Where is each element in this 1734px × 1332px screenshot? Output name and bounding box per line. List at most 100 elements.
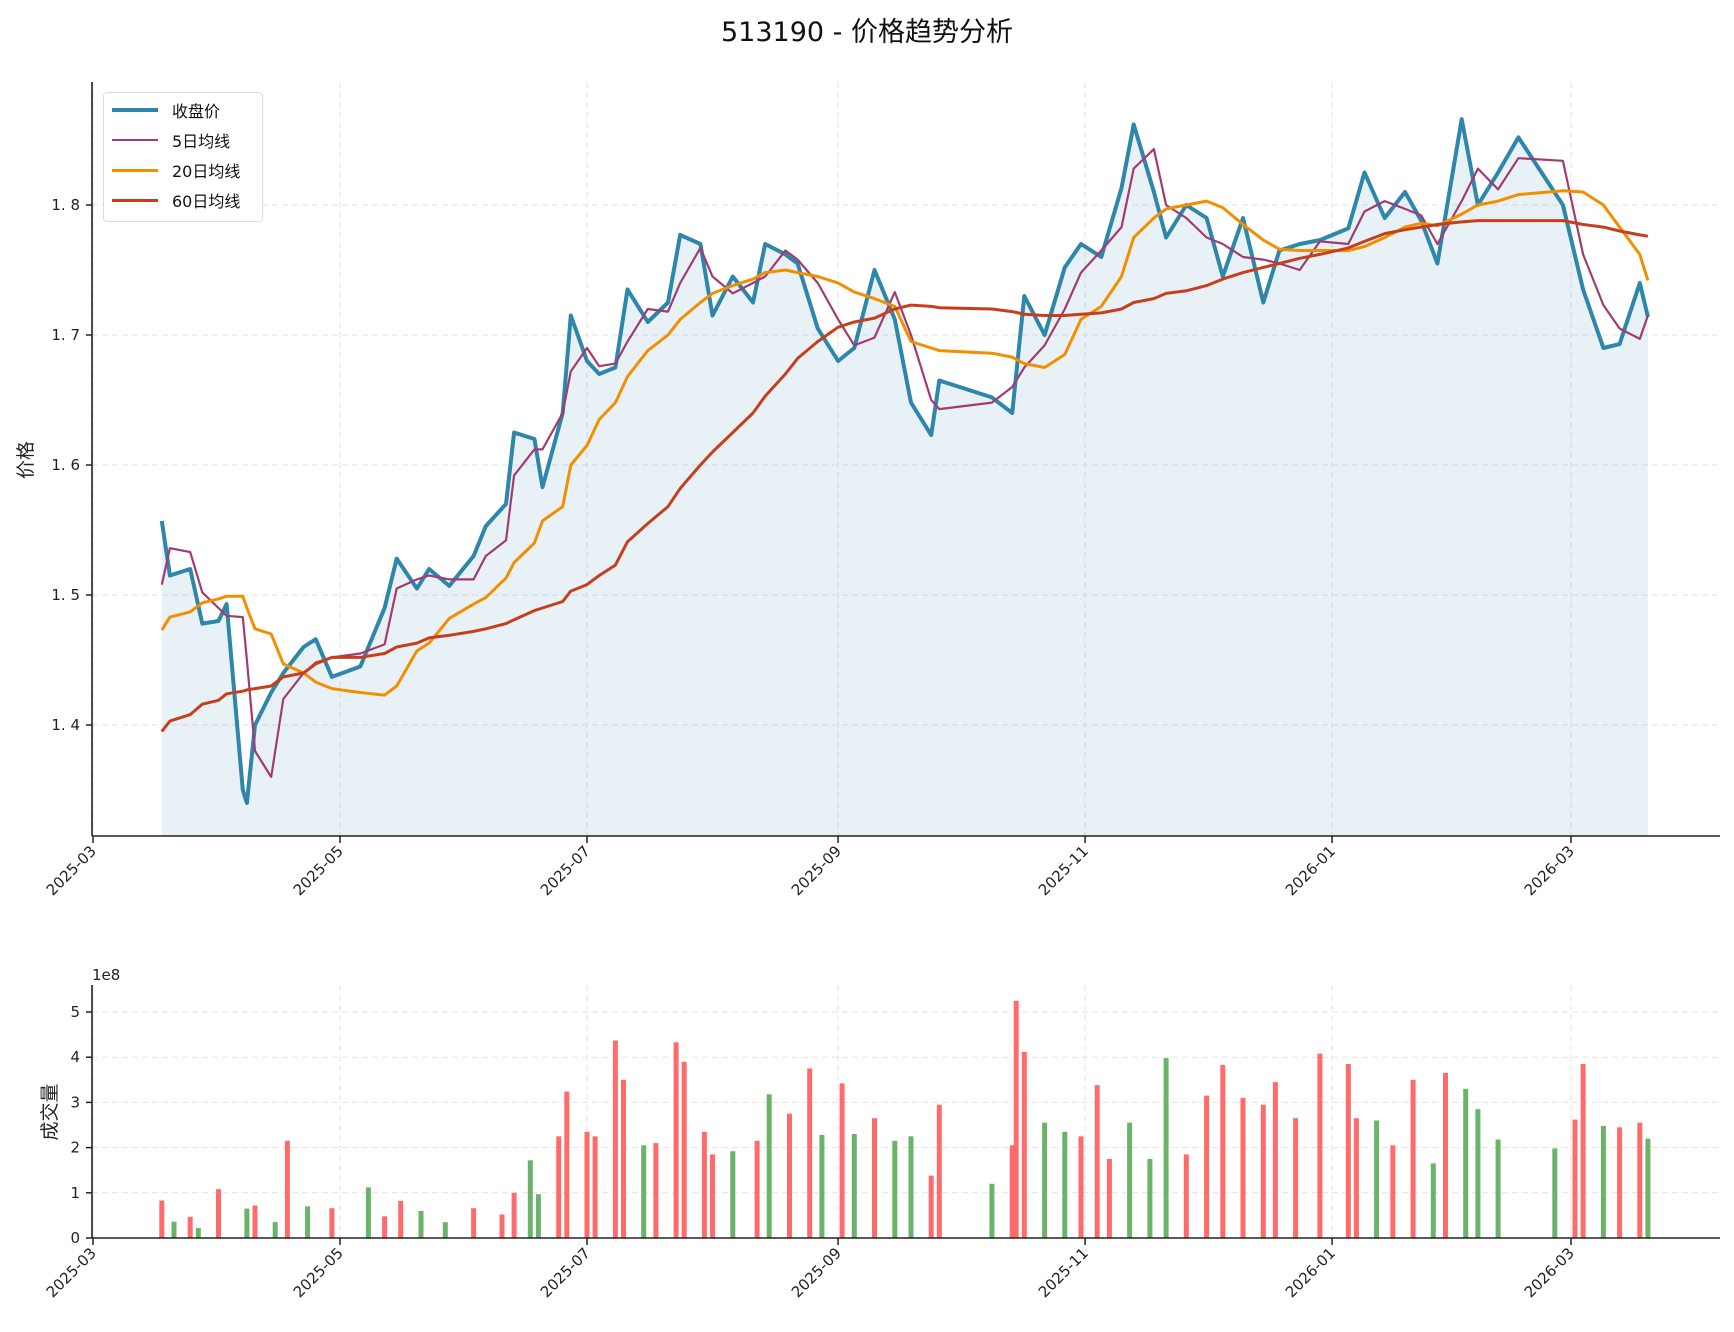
volume-bar [1042, 1122, 1048, 1238]
legend-item-ma20: 20日均线 [112, 157, 240, 183]
price-area-fill [161, 119, 1648, 836]
volume-bar [1353, 1118, 1359, 1238]
volume-bar [787, 1113, 792, 1238]
volume-bar [159, 1200, 165, 1238]
legend-swatch-ma60 [112, 198, 158, 202]
legend-label-ma20: 20日均线 [172, 162, 241, 181]
volume-x-tick-label: 2026-03 [1521, 1244, 1578, 1301]
legend-label-close: 收盘价 [172, 102, 221, 121]
volume-bar [1572, 1119, 1578, 1238]
volume-bar [908, 1136, 914, 1238]
volume-bar [1475, 1109, 1481, 1238]
legend-swatch-close [112, 108, 158, 112]
volume-bar [1094, 1085, 1100, 1238]
volume-bar [892, 1140, 898, 1238]
volume-x-ticks: 2025-03 2025-05 2025-07 2025-09 2025-11 2026-… [43, 1238, 1578, 1301]
volume-bar [936, 1104, 942, 1238]
volume-bar [1220, 1064, 1226, 1238]
volume-bar [1204, 1095, 1210, 1238]
legend-label-ma60: 60日均线 [172, 192, 241, 211]
volume-bar [535, 1194, 541, 1238]
price-y-tick-label: 1. 5 [51, 586, 80, 604]
volume-bar [187, 1216, 193, 1238]
volume-bar [1552, 1148, 1558, 1238]
price-x-ticks: 2025-03 2025-05 2025-07 2025-09 2025-11 2026-… [43, 836, 1578, 899]
ma20-line [160, 189, 1650, 697]
volume-bar [621, 1079, 626, 1238]
volume-bar [1463, 1088, 1469, 1238]
legend-swatch-ma20 [112, 168, 158, 172]
volume-bar [766, 1094, 772, 1238]
volume-bar [1345, 1064, 1351, 1238]
volume-x-tick-label: 2025-05 [290, 1244, 347, 1301]
volume-y-tick-label: 1 [70, 1184, 80, 1202]
volume-bar [564, 1091, 570, 1238]
legend-item-ma5: 5日均线 [112, 127, 230, 153]
volume-bar [612, 1040, 618, 1238]
volume-bar [1374, 1120, 1380, 1238]
volume-bar [1430, 1163, 1436, 1238]
volume-bar [928, 1175, 934, 1238]
volume-bar [527, 1160, 533, 1238]
volume-grid [92, 985, 1720, 1238]
volume-bar [1009, 1145, 1015, 1238]
volume-bar [398, 1200, 404, 1238]
volume-bar [305, 1206, 311, 1238]
volume-bar [1272, 1082, 1278, 1238]
price-y-tick-label: 1. 7 [51, 326, 80, 344]
volume-bars [159, 1000, 1651, 1238]
volume-bar [807, 1068, 813, 1238]
volume-bar [1078, 1136, 1084, 1238]
price-x-tick-label: 2025-09 [788, 842, 845, 899]
volume-bar [1600, 1125, 1606, 1238]
volume-bar [819, 1134, 825, 1238]
volume-bar [329, 1208, 335, 1238]
volume-y-ticks: 0 1 2 3 4 5 [70, 1003, 92, 1247]
volume-bar [584, 1131, 590, 1238]
volume-bar [365, 1187, 371, 1238]
volume-bar [1645, 1138, 1651, 1238]
volume-bar [1390, 1145, 1396, 1238]
volume-y-tick-label: 4 [70, 1048, 80, 1066]
price-legend: 收盘价 5日均线 20日均线 60日均线 [103, 92, 263, 222]
volume-x-tick-label: 2025-07 [537, 1244, 594, 1301]
volume-bar [851, 1134, 857, 1238]
volume-bar [673, 1042, 679, 1238]
price-y-tick-label: 1. 8 [51, 196, 80, 214]
volume-bar [1580, 1064, 1586, 1238]
price-y-ticks: 1. 4 1. 5 1. 6 1. 7 1. 8 [51, 196, 92, 734]
volume-bar [1495, 1139, 1501, 1238]
volume-bar [382, 1216, 388, 1238]
price-x-tick-label: 2026-01 [1282, 842, 1339, 899]
price-x-tick-label: 2025-05 [290, 842, 347, 899]
legend-label-ma5: 5日均线 [172, 132, 231, 151]
volume-bar [499, 1214, 505, 1238]
volume-bar [1260, 1104, 1266, 1238]
volume-bar [1147, 1158, 1153, 1238]
volume-bar [989, 1183, 995, 1238]
volume-bar [216, 1189, 221, 1238]
volume-bar [1637, 1122, 1643, 1238]
price-x-tick-label: 2025-07 [537, 842, 594, 899]
volume-bar [195, 1228, 201, 1238]
volume-bar [284, 1140, 290, 1238]
volume-x-tick-label: 2026-01 [1282, 1244, 1339, 1301]
volume-bar [710, 1154, 715, 1238]
volume-x-tick-label: 2025-11 [1035, 1244, 1092, 1301]
price-x-tick-label: 2026-03 [1521, 842, 1578, 899]
volume-bar [1240, 1097, 1246, 1238]
volume-bar [471, 1208, 477, 1238]
volume-bar [681, 1061, 687, 1238]
volume-bar [1443, 1073, 1448, 1238]
legend-item-ma60: 60日均线 [112, 187, 240, 213]
volume-bar [1317, 1053, 1323, 1238]
volume-bar [1617, 1127, 1623, 1238]
volume-y-tick-label: 5 [70, 1003, 80, 1021]
volume-bar [1163, 1058, 1169, 1238]
price-lines [159, 117, 1650, 805]
volume-bar [1127, 1122, 1133, 1238]
chart-title: 513190 - 价格趋势分析 [721, 17, 1013, 48]
volume-bar [272, 1222, 278, 1238]
volume-x-tick-label: 2025-03 [43, 1244, 100, 1301]
